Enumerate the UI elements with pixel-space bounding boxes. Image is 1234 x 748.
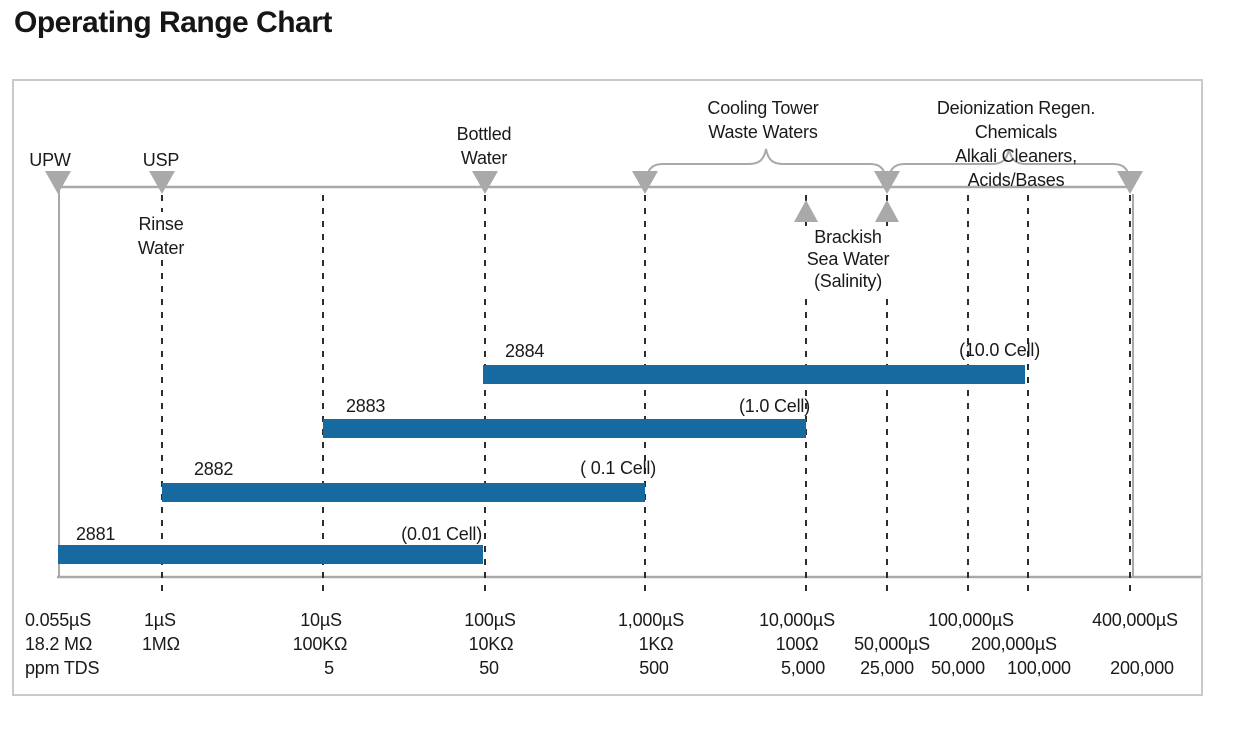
cooling-tower-brace — [645, 148, 887, 188]
bottled-water-label: Bottled Water — [456, 124, 512, 168]
tick-10000us: 10,000µS — [759, 610, 835, 630]
upw-marker-triangle — [45, 171, 71, 194]
tick-10us: 10µS — [300, 610, 342, 630]
rinse-water-label: Rinse Water — [132, 212, 190, 260]
tick-0055us: 0.055µS — [25, 610, 92, 630]
range-400000us-marker-triangle — [1117, 171, 1143, 194]
chart-frame — [12, 79, 1203, 696]
tick-ppm-5: 5 — [324, 658, 334, 678]
tick-400000us: 400,000µS — [1092, 610, 1178, 630]
tick-ppm-25000: 25,000 — [860, 658, 914, 678]
tick-ppm-tds: ppm TDS — [25, 658, 100, 678]
tick-ppm-100000: 100,000 — [1007, 658, 1071, 678]
cooling-tower-left-marker-triangle — [632, 171, 658, 194]
page-title: Operating Range Chart — [14, 6, 332, 39]
brackish-right-marker-triangle — [875, 200, 899, 222]
bar-2882-model-label: 2882 — [194, 459, 234, 479]
brackish-left-marker-triangle — [794, 200, 818, 222]
tick-1kohm: 1KΩ — [638, 634, 674, 654]
usp-label: USP — [142, 150, 180, 170]
tick-100us: 100µS — [464, 610, 516, 630]
bar-2884-model-label: 2884 — [505, 341, 545, 361]
bar-2883-cell-label: (1.0 Cell) — [738, 396, 810, 416]
tick-1000us: 1,000µS — [617, 610, 685, 630]
tick-100kohm: 100KΩ — [292, 634, 348, 654]
tick-ppm-5000: 5,000 — [780, 658, 826, 678]
tick-182mohm: 18.2 MΩ — [25, 634, 93, 654]
tick-200000us: 200,000µS — [971, 634, 1057, 654]
bar-2882-cell-label: ( 0.1 Cell) — [580, 458, 656, 478]
usp-marker-triangle — [149, 171, 175, 194]
tick-100ohm: 100Ω — [775, 634, 819, 654]
range-50000us-marker-triangle — [874, 171, 900, 194]
tick-ppm-50000: 50,000 — [931, 658, 985, 678]
bar-2883-model-label: 2883 — [346, 396, 386, 416]
brackish-label: Brackish Sea Water (Salinity) — [801, 226, 895, 292]
tick-ppm-200000: 200,000 — [1110, 658, 1174, 678]
bar-2884 — [483, 365, 1025, 384]
tick-50000us: 50,000µS — [854, 634, 930, 654]
bar-2881 — [58, 545, 483, 564]
bottled-water-marker-triangle — [472, 171, 498, 194]
deionization-label: Deionization Regen. Chemicals Alkali Cle… — [936, 98, 1096, 190]
upw-label: UPW — [29, 150, 71, 170]
tick-10kohm: 10KΩ — [468, 634, 514, 654]
tick-1mohm: 1MΩ — [142, 634, 180, 654]
tick-ppm-500: 500 — [639, 658, 669, 678]
bar-2881-cell-label: (0.01 Cell) — [401, 524, 482, 544]
deionization-brace — [887, 148, 1131, 188]
bar-2881-model-label: 2881 — [76, 524, 116, 544]
bar-2883 — [323, 419, 806, 438]
tick-100000us: 100,000µS — [928, 610, 1014, 630]
tick-ppm-50: 50 — [479, 658, 499, 678]
bar-2884-cell-label: (10.0 Cell) — [959, 340, 1040, 360]
cooling-tower-label: Cooling Tower Waste Waters — [707, 98, 819, 142]
tick-1us: 1µS — [144, 610, 176, 630]
bar-2882 — [162, 483, 645, 502]
